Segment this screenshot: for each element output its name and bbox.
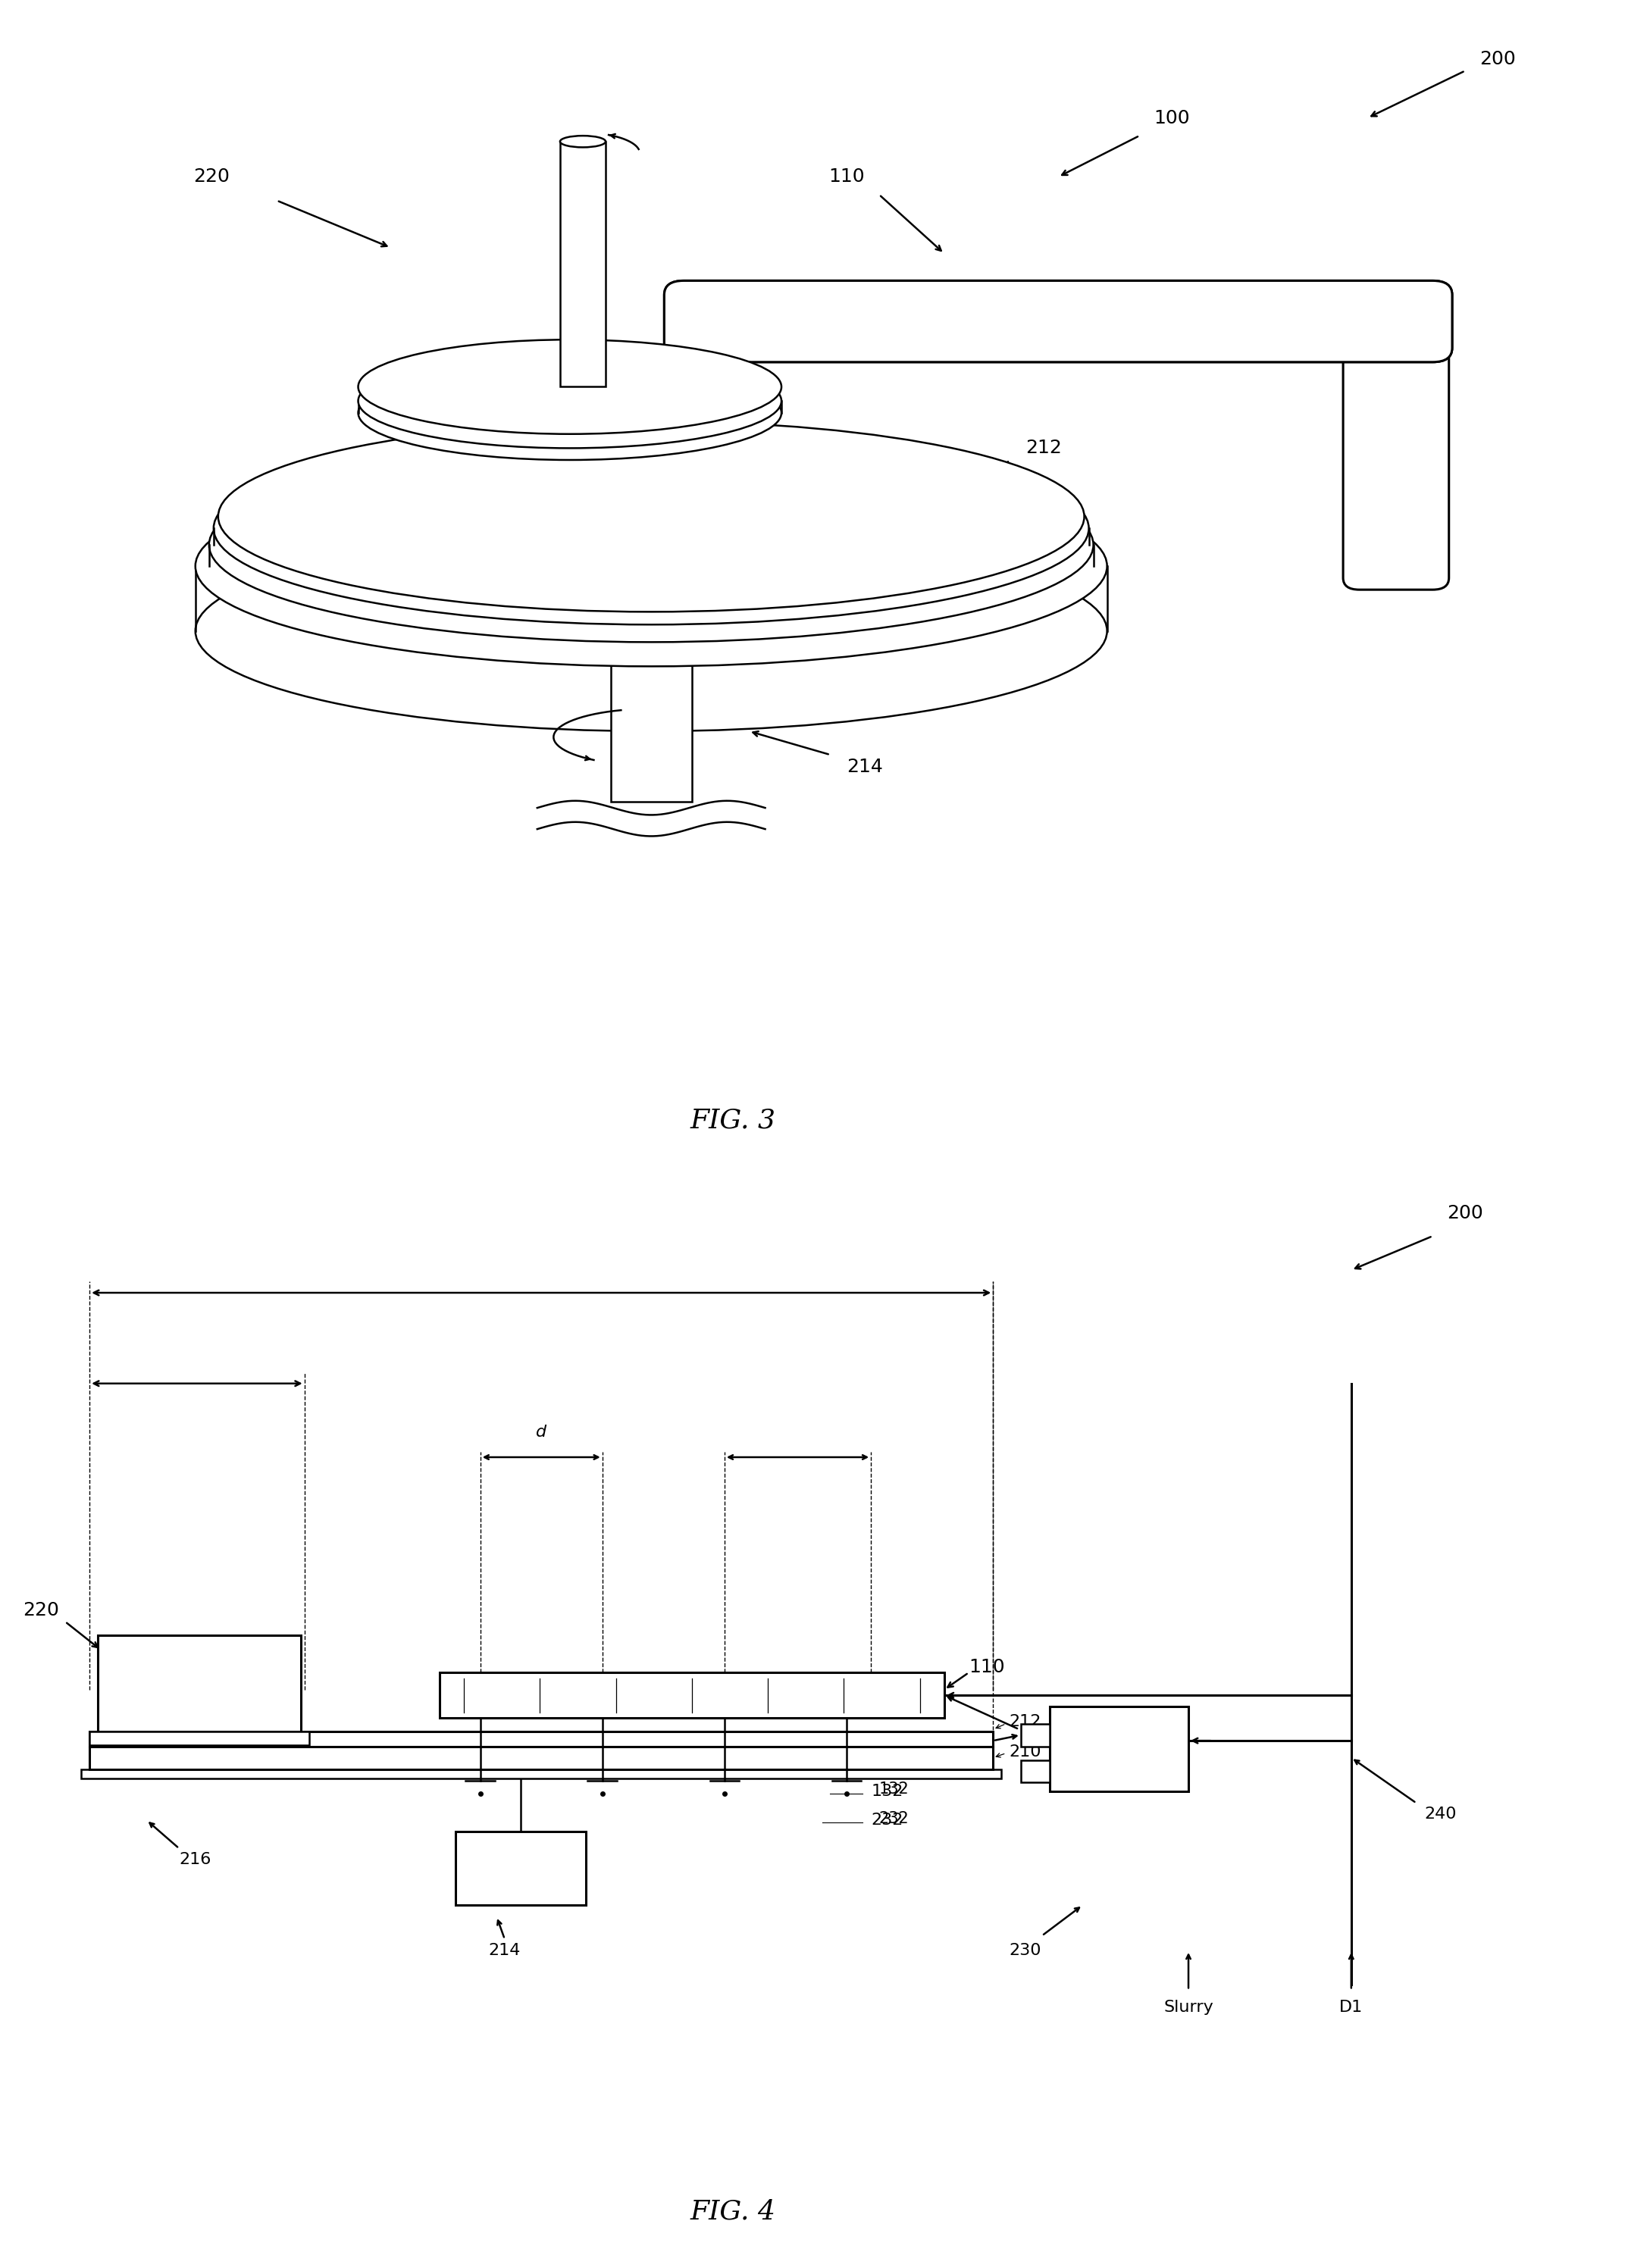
Text: 214: 214: [488, 1944, 521, 1957]
Text: d: d: [536, 1424, 547, 1440]
Bar: [1050, 1706, 1188, 1792]
Bar: [90, 1746, 993, 1769]
Ellipse shape: [358, 340, 781, 433]
Text: 212: 212: [1026, 440, 1061, 458]
Text: 220: 220: [194, 168, 230, 186]
Text: 240: 240: [1424, 1808, 1457, 1821]
Text: 220: 220: [23, 1601, 59, 1619]
Bar: [610, 631, 692, 803]
Ellipse shape: [208, 447, 1094, 642]
Ellipse shape: [195, 465, 1107, 667]
Text: 200: 200: [1480, 50, 1516, 68]
Bar: [90, 1733, 993, 1746]
FancyBboxPatch shape: [664, 281, 1452, 363]
Bar: [98, 1635, 301, 1733]
Text: 232: 232: [879, 1812, 910, 1826]
Ellipse shape: [218, 422, 1084, 612]
Text: 132: 132: [879, 1783, 910, 1796]
Text: 214: 214: [847, 758, 882, 776]
FancyBboxPatch shape: [664, 281, 1452, 363]
Ellipse shape: [213, 433, 1089, 624]
Ellipse shape: [358, 365, 781, 460]
Text: 212: 212: [1009, 1715, 1042, 1728]
Bar: [1021, 1724, 1050, 1746]
Ellipse shape: [195, 531, 1107, 730]
Text: D1: D1: [1340, 2000, 1363, 2014]
Bar: [1021, 1760, 1050, 1783]
Text: 100: 100: [1154, 109, 1190, 127]
Ellipse shape: [560, 136, 606, 147]
FancyBboxPatch shape: [1343, 284, 1449, 590]
Text: Slurry: Slurry: [1164, 2000, 1213, 2014]
Text: 216: 216: [179, 1853, 212, 1867]
Text: FIG. 3: FIG. 3: [690, 1107, 775, 1134]
Bar: [1368, 295, 1424, 342]
Text: 200: 200: [1447, 1204, 1483, 1222]
Text: 232: 232: [871, 1812, 904, 1828]
Bar: [81, 1769, 1001, 1778]
Ellipse shape: [358, 354, 781, 449]
Text: 210: 210: [1026, 499, 1061, 517]
Text: 210: 210: [1009, 1744, 1042, 1760]
Bar: [456, 1833, 586, 1905]
Text: 110: 110: [829, 168, 864, 186]
Bar: [90, 1733, 309, 1746]
Text: 230: 230: [1009, 1944, 1042, 1957]
Bar: [560, 141, 606, 388]
Text: FIG. 4: FIG. 4: [690, 2198, 775, 2225]
Text: 110: 110: [969, 1658, 1004, 1676]
Text: 132: 132: [871, 1785, 904, 1799]
Bar: [440, 1674, 944, 1719]
